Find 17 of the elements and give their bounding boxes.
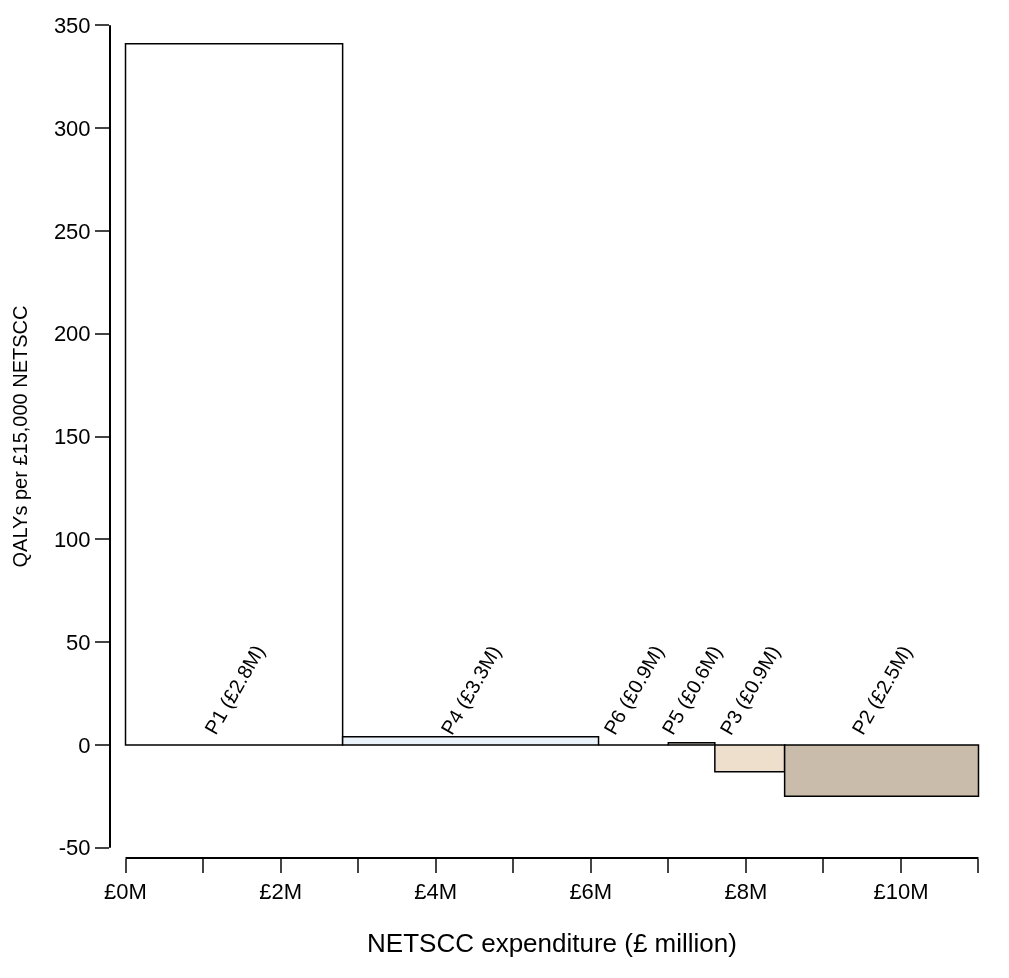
x-axis-title: NETSCC expenditure (£ million): [367, 928, 737, 959]
y-axis-title: QALYs per £15,000 NETSCC: [9, 305, 32, 568]
y-tick-label: 150: [53, 424, 91, 450]
y-tick-label: 350: [53, 12, 91, 38]
y-tick-label: 0: [78, 732, 91, 758]
y-tick-label: 50: [66, 629, 91, 655]
y-tick-label: 250: [53, 218, 91, 244]
y-tick-label: 300: [53, 115, 91, 141]
x-tick-label: £8M: [724, 879, 768, 905]
y-tick-label: 200: [53, 321, 91, 347]
x-tick-label: £0M: [104, 879, 147, 905]
x-tick-label: £2M: [259, 879, 302, 905]
y-tick-label: -50: [58, 835, 91, 861]
x-tick-label: £10M: [873, 879, 929, 905]
x-tick-label: £6M: [569, 879, 613, 905]
y-tick-label: 100: [53, 527, 91, 552]
x-tick-label: £4M: [414, 879, 458, 905]
